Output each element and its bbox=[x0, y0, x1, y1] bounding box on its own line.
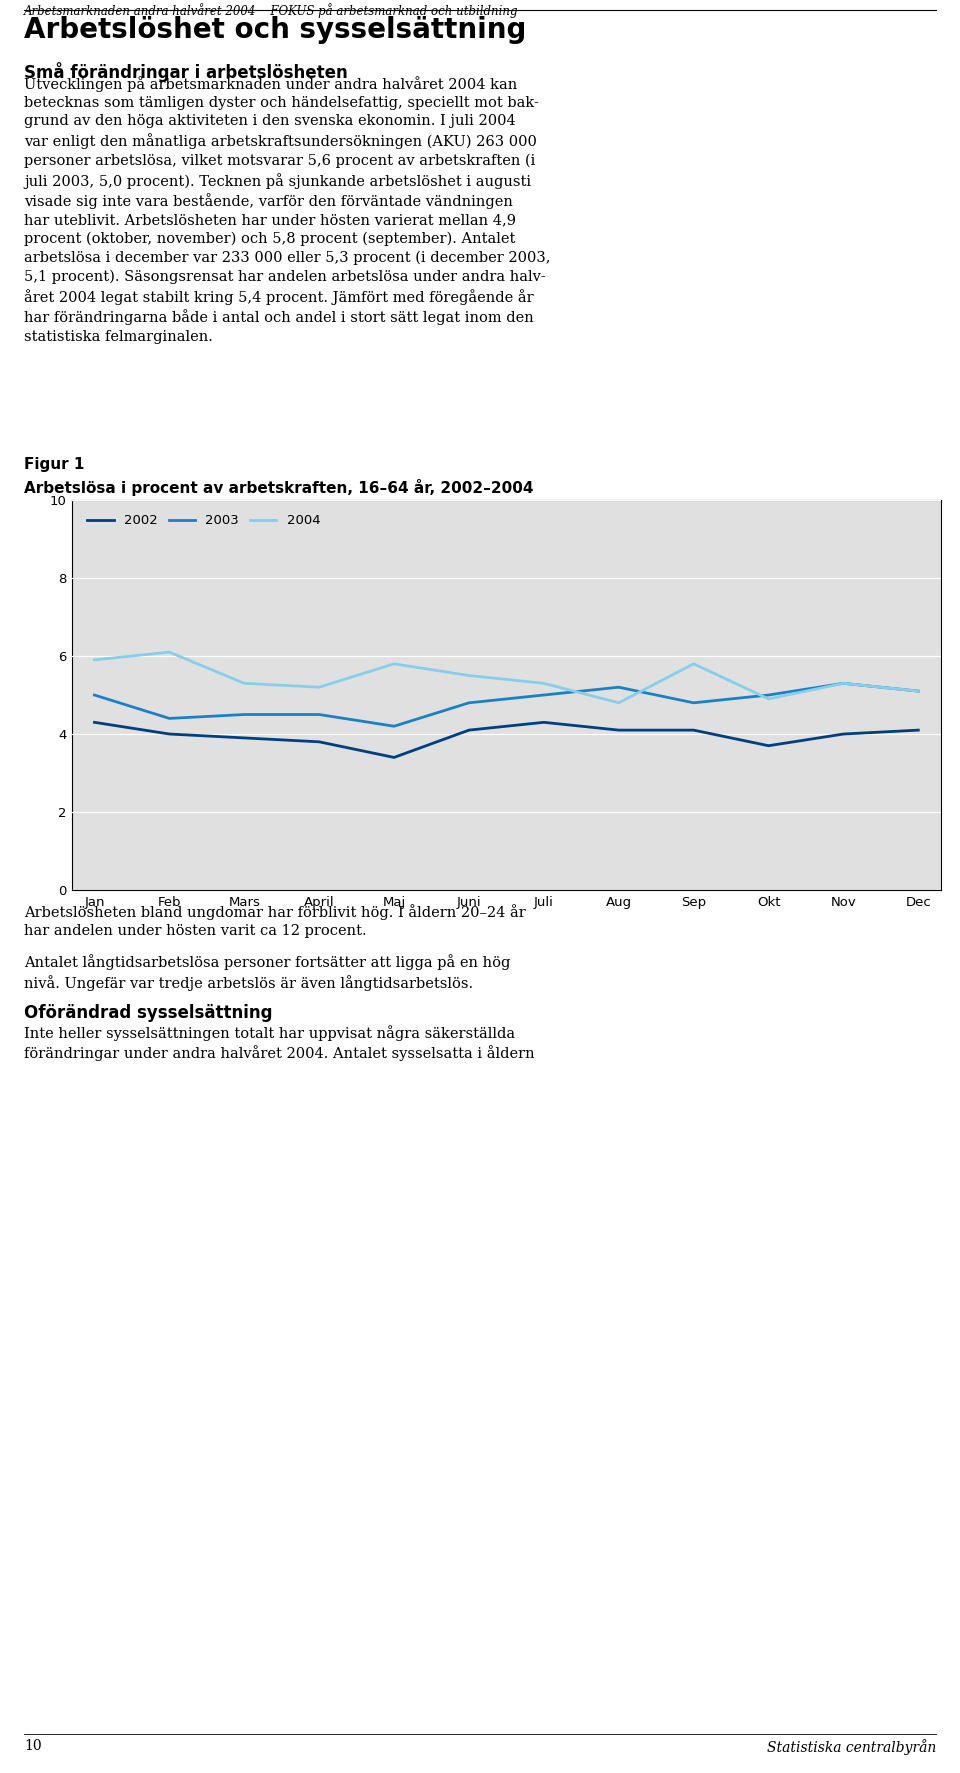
Legend: 2002, 2003, 2004: 2002, 2003, 2004 bbox=[87, 514, 321, 527]
Text: Arbetslösa i procent av arbetskraften, 16–64 år, 2002–2004: Arbetslösa i procent av arbetskraften, 1… bbox=[24, 479, 534, 496]
Text: Små förändringar i arbetslösheten: Små förändringar i arbetslösheten bbox=[24, 62, 348, 82]
Text: Oförändrad sysselsättning: Oförändrad sysselsättning bbox=[24, 1004, 273, 1021]
Text: Arbetslösheten bland ungdomar har förblivit hög. I åldern 20–24 år
har andelen u: Arbetslösheten bland ungdomar har förbli… bbox=[24, 904, 526, 938]
Text: Statistiska centralbyrån: Statistiska centralbyrån bbox=[767, 1739, 936, 1755]
Text: Inte heller sysselsättningen totalt har uppvisat några säkerställda
förändringar: Inte heller sysselsättningen totalt har … bbox=[24, 1025, 535, 1062]
Text: 10: 10 bbox=[24, 1739, 41, 1753]
Text: Antalet långtidsarbetslösa personer fortsätter att ligga på en hög
nivå. Ungefär: Antalet långtidsarbetslösa personer fort… bbox=[24, 954, 511, 991]
Text: Figur 1: Figur 1 bbox=[24, 457, 84, 472]
Text: Utvecklingen på arbetsmarknaden under andra halvåret 2004 kan
betecknas som täml: Utvecklingen på arbetsmarknaden under an… bbox=[24, 76, 550, 344]
Text: Arbetslöshet och sysselsättning: Arbetslöshet och sysselsättning bbox=[24, 16, 526, 44]
Text: Arbetsmarknaden andra halvåret 2004    FOKUS på arbetsmarknad och utbildning: Arbetsmarknaden andra halvåret 2004 FOKU… bbox=[24, 4, 518, 18]
